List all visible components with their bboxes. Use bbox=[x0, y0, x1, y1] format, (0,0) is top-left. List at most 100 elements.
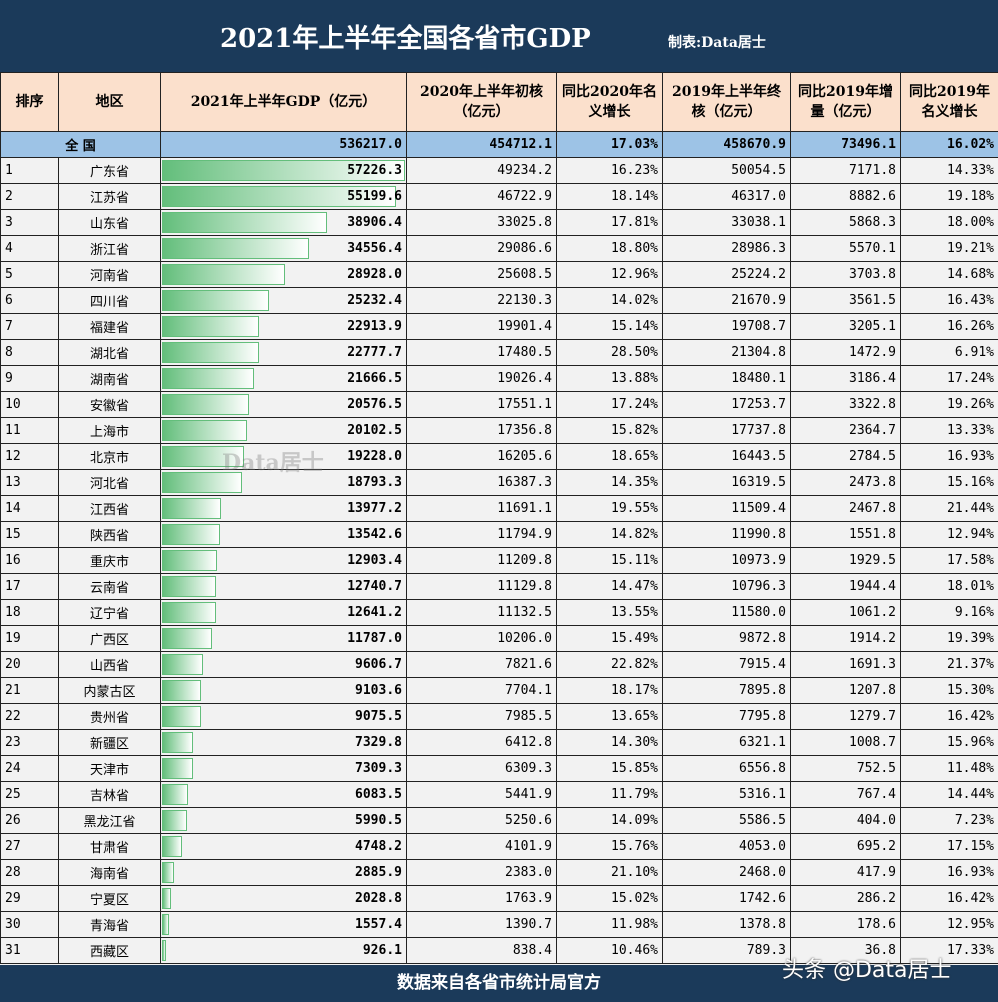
gdp-value: 18793.3 bbox=[347, 475, 402, 490]
cell-gdp-2020: 1763.9 bbox=[406, 885, 557, 912]
cell-gdp-2019: 46317.0 bbox=[662, 183, 791, 210]
cell-gdp-2019: 10796.3 bbox=[662, 573, 791, 600]
total-row: 全 国 536217.0 454712.1 17.03% 458670.9 73… bbox=[0, 131, 998, 158]
cell-gdp-2020: 22130.3 bbox=[406, 287, 557, 314]
table-row: 15 陕西省 13542.6 11794.9 14.82% 11990.8 1551.8 12… bbox=[0, 521, 998, 548]
footer-source: 数据来自各省市统计局官方 bbox=[0, 965, 998, 1002]
cell-gdp-2019: 18480.1 bbox=[662, 365, 791, 392]
cell-growth-2019: 17.15% bbox=[900, 833, 998, 860]
cell-increase-2019: 2473.8 bbox=[790, 469, 901, 496]
cell-gdp-2019: 6556.8 bbox=[662, 755, 791, 782]
cell-gdp-2021: 926.1 bbox=[160, 937, 407, 964]
cell-growth-2019: 16.43% bbox=[900, 287, 998, 314]
cell-rank: 2 bbox=[0, 183, 59, 210]
total-growth-2019: 16.02% bbox=[900, 131, 998, 158]
cell-rank: 4 bbox=[0, 235, 59, 262]
cell-gdp-2020: 19901.4 bbox=[406, 313, 557, 340]
cell-growth-2020: 15.02% bbox=[556, 885, 663, 912]
gdp-value: 57226.3 bbox=[347, 163, 402, 178]
cell-increase-2019: 5868.3 bbox=[790, 209, 901, 236]
cell-gdp-2021: 19228.0 bbox=[160, 443, 407, 470]
cell-gdp-2020: 11794.9 bbox=[406, 521, 557, 548]
cell-region: 上海市 bbox=[58, 417, 161, 444]
cell-growth-2019: 7.23% bbox=[900, 807, 998, 834]
cell-increase-2019: 417.9 bbox=[790, 859, 901, 886]
cell-increase-2019: 404.0 bbox=[790, 807, 901, 834]
cell-gdp-2020: 33025.8 bbox=[406, 209, 557, 236]
cell-gdp-2019: 11509.4 bbox=[662, 495, 791, 522]
cell-gdp-2021: 4748.2 bbox=[160, 833, 407, 860]
total-gdp-2019: 458670.9 bbox=[662, 131, 791, 158]
cell-gdp-2021: 2028.8 bbox=[160, 885, 407, 912]
cell-gdp-2020: 5441.9 bbox=[406, 781, 557, 808]
cell-rank: 16 bbox=[0, 547, 59, 574]
cell-gdp-2021: 2885.9 bbox=[160, 859, 407, 886]
cell-gdp-2019: 1742.6 bbox=[662, 885, 791, 912]
cell-growth-2020: 14.02% bbox=[556, 287, 663, 314]
cell-growth-2019: 17.58% bbox=[900, 547, 998, 574]
gdp-value: 926.1 bbox=[362, 943, 402, 958]
table-row: 18 辽宁省 12641.2 11132.5 13.55% 11580.0 1061.2 9.… bbox=[0, 599, 998, 626]
cell-rank: 21 bbox=[0, 677, 59, 704]
gdp-data-bar bbox=[162, 212, 328, 233]
gdp-value: 7309.3 bbox=[355, 761, 402, 776]
cell-growth-2020: 18.80% bbox=[556, 235, 663, 262]
cell-gdp-2019: 7915.4 bbox=[662, 651, 791, 678]
gdp-table: 排序 地区 2021年上半年GDP（亿元） 2020年上半年初核（亿元） 同比2… bbox=[0, 72, 998, 964]
cell-gdp-2019: 4053.0 bbox=[662, 833, 791, 860]
gdp-value: 19228.0 bbox=[347, 449, 402, 464]
cell-growth-2019: 19.39% bbox=[900, 625, 998, 652]
table-row: 5 河南省 28928.0 25608.5 12.96% 25224.2 3703.8 14.… bbox=[0, 261, 998, 288]
cell-gdp-2021: 12903.4 bbox=[160, 547, 407, 574]
gdp-data-bar bbox=[162, 732, 194, 753]
gdp-data-bar bbox=[162, 420, 248, 441]
cell-gdp-2020: 6309.3 bbox=[406, 755, 557, 782]
cell-increase-2019: 1551.8 bbox=[790, 521, 901, 548]
cell-rank: 29 bbox=[0, 885, 59, 912]
gdp-value: 12641.2 bbox=[347, 605, 402, 620]
cell-growth-2019: 16.42% bbox=[900, 703, 998, 730]
table-row: 12 北京市 19228.0 16205.6 18.65% 16443.5 2784.5 16… bbox=[0, 443, 998, 470]
table-row: 23 新疆区 7329.8 6412.8 14.30% 6321.1 1008.7 15.96… bbox=[0, 729, 998, 756]
cell-increase-2019: 286.2 bbox=[790, 885, 901, 912]
cell-increase-2019: 767.4 bbox=[790, 781, 901, 808]
cell-gdp-2020: 7704.1 bbox=[406, 677, 557, 704]
cell-gdp-2021: 6083.5 bbox=[160, 781, 407, 808]
gdp-value: 38906.4 bbox=[347, 215, 402, 230]
cell-growth-2020: 19.55% bbox=[556, 495, 663, 522]
cell-increase-2019: 8882.6 bbox=[790, 183, 901, 210]
maker-credit: 制表:Data居士 bbox=[668, 35, 766, 51]
gdp-value: 34556.4 bbox=[347, 241, 402, 256]
table-row: 7 福建省 22913.9 19901.4 15.14% 19708.7 3205.1 16.… bbox=[0, 313, 998, 340]
table-row: 3 山东省 38906.4 33025.8 17.81% 33038.1 5868.3 18.… bbox=[0, 209, 998, 236]
gdp-value: 20576.5 bbox=[347, 397, 402, 412]
cell-gdp-2020: 11209.8 bbox=[406, 547, 557, 574]
cell-growth-2019: 19.18% bbox=[900, 183, 998, 210]
cell-increase-2019: 1691.3 bbox=[790, 651, 901, 678]
cell-growth-2020: 15.82% bbox=[556, 417, 663, 444]
gdp-data-bar bbox=[162, 706, 201, 727]
table-row: 29 宁夏区 2028.8 1763.9 15.02% 1742.6 286.2 16.42% bbox=[0, 885, 998, 912]
cell-rank: 13 bbox=[0, 469, 59, 496]
header-gdp-2019: 2019年上半年终核（亿元） bbox=[662, 72, 791, 132]
cell-gdp-2021: 20102.5 bbox=[160, 417, 407, 444]
table-row: 8 湖北省 22777.7 17480.5 28.50% 21304.8 1472.9 6.9… bbox=[0, 339, 998, 366]
gdp-value: 9075.5 bbox=[355, 709, 402, 724]
cell-growth-2019: 17.33% bbox=[900, 937, 998, 964]
table-row: 30 青海省 1557.4 1390.7 11.98% 1378.8 178.6 12.95% bbox=[0, 911, 998, 938]
cell-growth-2019: 16.42% bbox=[900, 885, 998, 912]
gdp-data-bar bbox=[162, 186, 397, 207]
cell-gdp-2020: 838.4 bbox=[406, 937, 557, 964]
gdp-data-bar bbox=[162, 602, 216, 623]
cell-gdp-2021: 22777.7 bbox=[160, 339, 407, 366]
gdp-data-bar bbox=[162, 368, 254, 389]
gdp-data-bar bbox=[162, 628, 213, 649]
cell-growth-2020: 14.47% bbox=[556, 573, 663, 600]
gdp-value: 25232.4 bbox=[347, 293, 402, 308]
cell-rank: 24 bbox=[0, 755, 59, 782]
cell-region: 海南省 bbox=[58, 859, 161, 886]
cell-growth-2020: 21.10% bbox=[556, 859, 663, 886]
cell-growth-2020: 28.50% bbox=[556, 339, 663, 366]
cell-gdp-2019: 21304.8 bbox=[662, 339, 791, 366]
cell-gdp-2020: 7985.5 bbox=[406, 703, 557, 730]
